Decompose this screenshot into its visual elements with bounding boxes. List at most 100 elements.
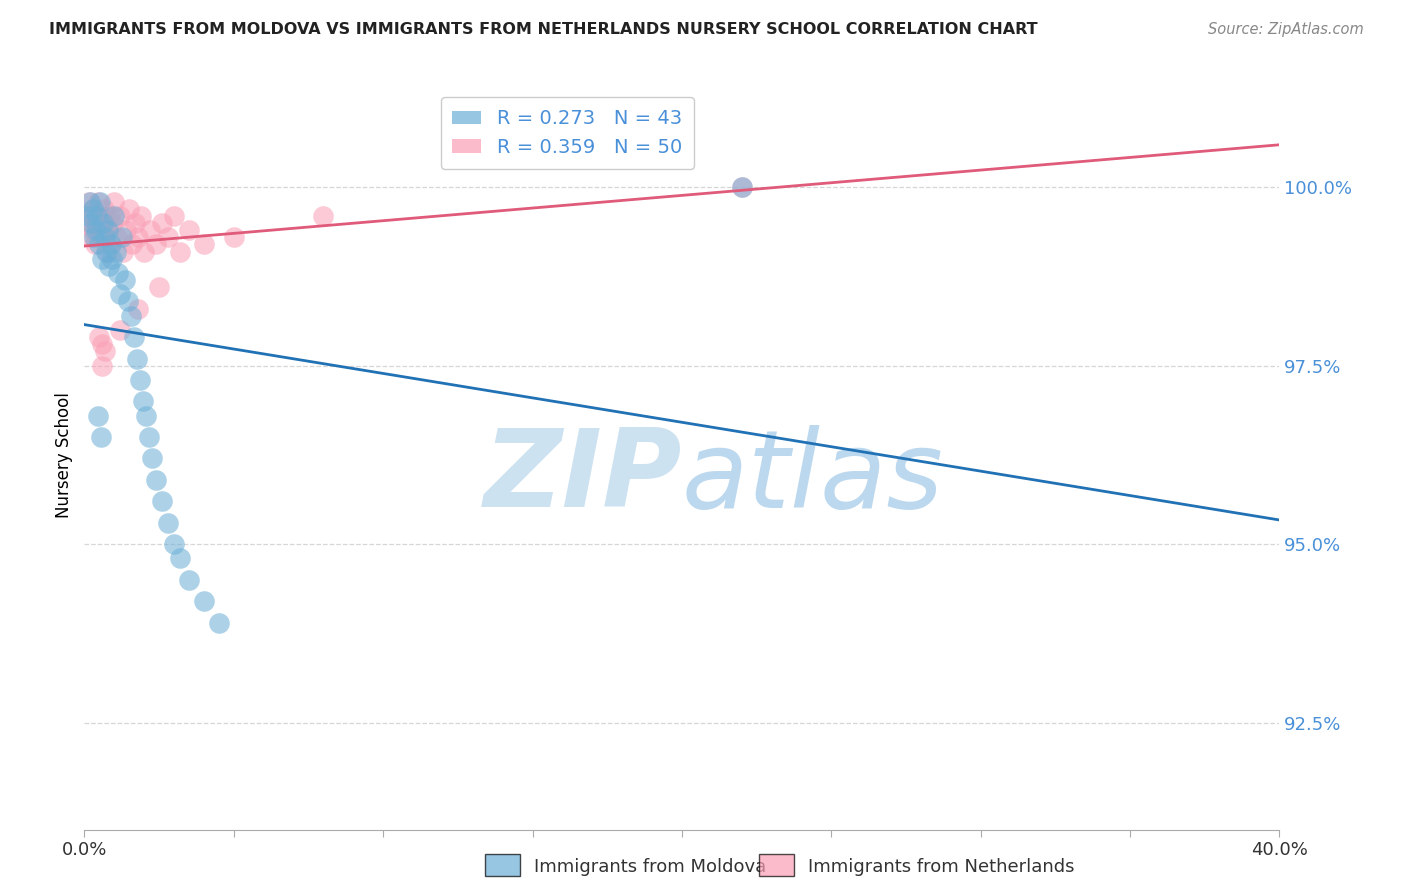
Point (128, 373, 150, 387)
Point (86, 209, 108, 223)
Point (112, 244, 135, 259)
Y-axis label: Nursery School: Nursery School (55, 392, 73, 518)
Point (150, 494, 173, 508)
Point (87, 237, 110, 252)
Point (89, 330, 111, 344)
Point (131, 394, 153, 409)
Point (82, 202, 104, 216)
Point (100, 237, 122, 252)
Point (87, 194, 110, 209)
Point (114, 273, 136, 287)
Point (138, 430, 160, 444)
Point (97, 223, 120, 237)
Point (91, 359, 114, 373)
Point (83, 237, 105, 252)
Point (76, 216, 98, 230)
Point (100, 237, 122, 252)
Point (731, 180, 754, 194)
Point (98, 209, 121, 223)
Point (77, 194, 100, 209)
Text: IMMIGRANTS FROM MOLDOVA VS IMMIGRANTS FROM NETHERLANDS NURSERY SCHOOL CORRELATIO: IMMIGRANTS FROM MOLDOVA VS IMMIGRANTS FR… (49, 22, 1038, 37)
Text: Immigrants from Netherlands: Immigrants from Netherlands (808, 858, 1076, 876)
Point (125, 351, 148, 366)
Point (110, 323, 132, 337)
Point (82, 223, 104, 237)
Point (193, 237, 215, 252)
Legend: R = 0.273   N = 43, R = 0.359   N = 50: R = 0.273 N = 43, R = 0.359 N = 50 (440, 97, 695, 169)
Point (222, 230, 245, 244)
Point (169, 244, 191, 259)
Point (122, 330, 145, 344)
Point (139, 223, 162, 237)
Point (89, 223, 111, 237)
Point (120, 309, 142, 323)
Point (97, 259, 120, 273)
Point (96, 244, 118, 259)
Point (101, 216, 124, 230)
Point (89, 194, 111, 209)
Point (127, 230, 149, 244)
Point (83, 230, 105, 244)
Point (105, 230, 128, 244)
Point (177, 223, 200, 237)
Point (94, 244, 117, 259)
Point (86, 216, 108, 230)
Point (84, 223, 107, 237)
Point (91, 337, 114, 351)
Point (124, 216, 146, 230)
Point (90, 430, 112, 444)
Point (101, 252, 124, 266)
Point (94, 216, 117, 230)
Point (163, 537, 186, 551)
Point (80, 216, 103, 230)
Point (312, 209, 335, 223)
Point (97, 223, 120, 237)
Point (208, 615, 231, 630)
Point (157, 230, 180, 244)
Point (177, 573, 200, 587)
Point (94, 344, 117, 359)
Point (108, 287, 131, 301)
Point (150, 216, 173, 230)
Point (91, 230, 114, 244)
Text: Immigrants from Moldova: Immigrants from Moldova (534, 858, 766, 876)
Point (80, 209, 103, 223)
Point (77, 209, 100, 223)
Text: atlas: atlas (682, 425, 943, 530)
Point (103, 194, 125, 209)
Point (111, 230, 134, 244)
Point (157, 516, 180, 530)
Point (82, 202, 104, 216)
Point (86, 216, 108, 230)
Point (145, 237, 167, 252)
Point (117, 294, 139, 309)
Point (107, 266, 129, 280)
Point (87, 409, 110, 423)
Point (132, 244, 156, 259)
Point (104, 244, 127, 259)
Point (93, 202, 115, 216)
Point (193, 594, 215, 608)
Point (127, 301, 149, 316)
Text: Source: ZipAtlas.com: Source: ZipAtlas.com (1208, 22, 1364, 37)
Point (90, 209, 112, 223)
Point (121, 237, 143, 252)
Point (148, 280, 170, 294)
Point (115, 223, 138, 237)
Point (163, 209, 186, 223)
Point (129, 209, 152, 223)
Point (118, 202, 141, 216)
Point (141, 451, 163, 466)
Point (110, 209, 132, 223)
Point (79, 194, 101, 209)
Point (731, 180, 754, 194)
Point (135, 409, 157, 423)
Point (93, 230, 115, 244)
Text: ZIP: ZIP (484, 425, 682, 531)
Point (169, 551, 191, 566)
Point (103, 209, 125, 223)
Point (89, 209, 111, 223)
Point (91, 216, 114, 230)
Point (79, 230, 101, 244)
Point (90, 252, 112, 266)
